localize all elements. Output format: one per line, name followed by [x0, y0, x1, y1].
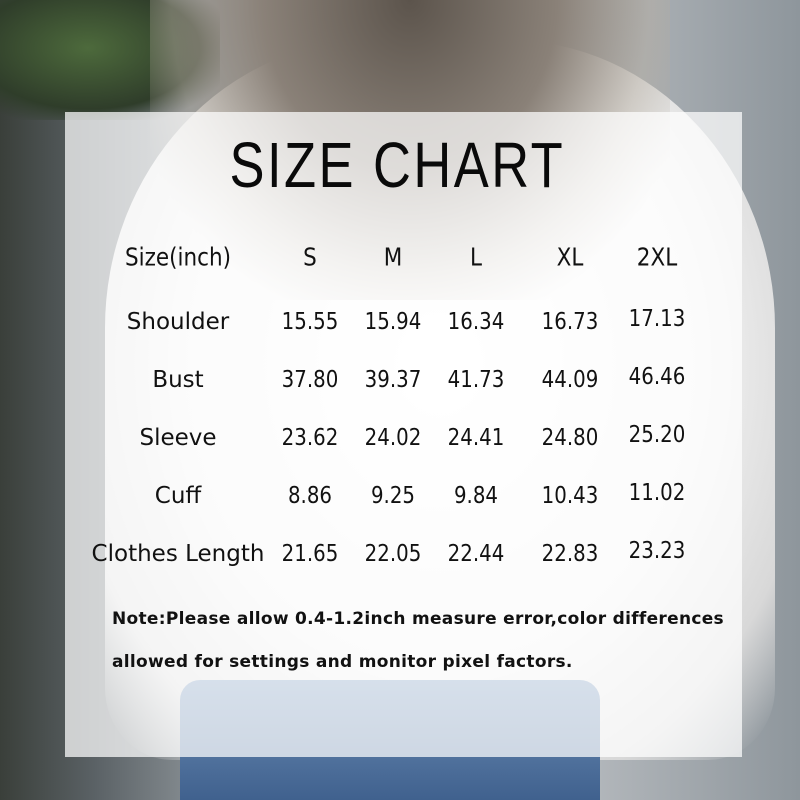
column-header: XL: [556, 242, 584, 272]
row-label: Clothes Length: [91, 541, 265, 567]
table-cell: 8.86: [287, 483, 333, 509]
table-cell: 16.73: [541, 309, 599, 335]
table-cell: 25.20: [628, 422, 686, 448]
row-label: Shoulder: [126, 309, 230, 335]
table-cell: 23.62: [281, 425, 339, 451]
table-cell: 39.37: [364, 367, 422, 393]
table-cell: 11.02: [628, 480, 686, 506]
column-header: Size(inch): [125, 242, 231, 272]
table-cell: 15.55: [281, 309, 339, 335]
note-line-2: allowed for settings and monitor pixel f…: [112, 652, 573, 672]
row-label: Bust: [152, 367, 204, 393]
row-label: Cuff: [154, 483, 202, 509]
table-cell: 15.94: [364, 309, 422, 335]
table-cell: 9.25: [370, 483, 416, 509]
size-chart-title: SIZE CHART: [229, 129, 566, 201]
table-cell: 22.05: [364, 541, 422, 567]
row-label: Sleeve: [139, 425, 217, 451]
size-chart-panel: [65, 112, 742, 757]
table-cell: 17.13: [628, 306, 686, 332]
table-cell: 23.23: [628, 538, 686, 564]
column-header: 2XL: [636, 242, 678, 272]
table-cell: 44.09: [541, 367, 599, 393]
note-line-1: Note:Please allow 0.4-1.2inch measure er…: [112, 609, 724, 629]
column-header: L: [470, 242, 482, 272]
table-cell: 22.44: [447, 541, 505, 567]
table-cell: 24.80: [541, 425, 599, 451]
table-cell: 24.41: [447, 425, 505, 451]
table-cell: 41.73: [447, 367, 505, 393]
table-cell: 16.34: [447, 309, 505, 335]
column-header: S: [303, 242, 317, 272]
table-cell: 22.83: [541, 541, 599, 567]
table-cell: 21.65: [281, 541, 339, 567]
table-cell: 10.43: [541, 483, 599, 509]
table-cell: 46.46: [628, 364, 686, 390]
column-header: M: [383, 242, 403, 272]
table-cell: 24.02: [364, 425, 422, 451]
table-cell: 9.84: [453, 483, 499, 509]
table-cell: 37.80: [281, 367, 339, 393]
